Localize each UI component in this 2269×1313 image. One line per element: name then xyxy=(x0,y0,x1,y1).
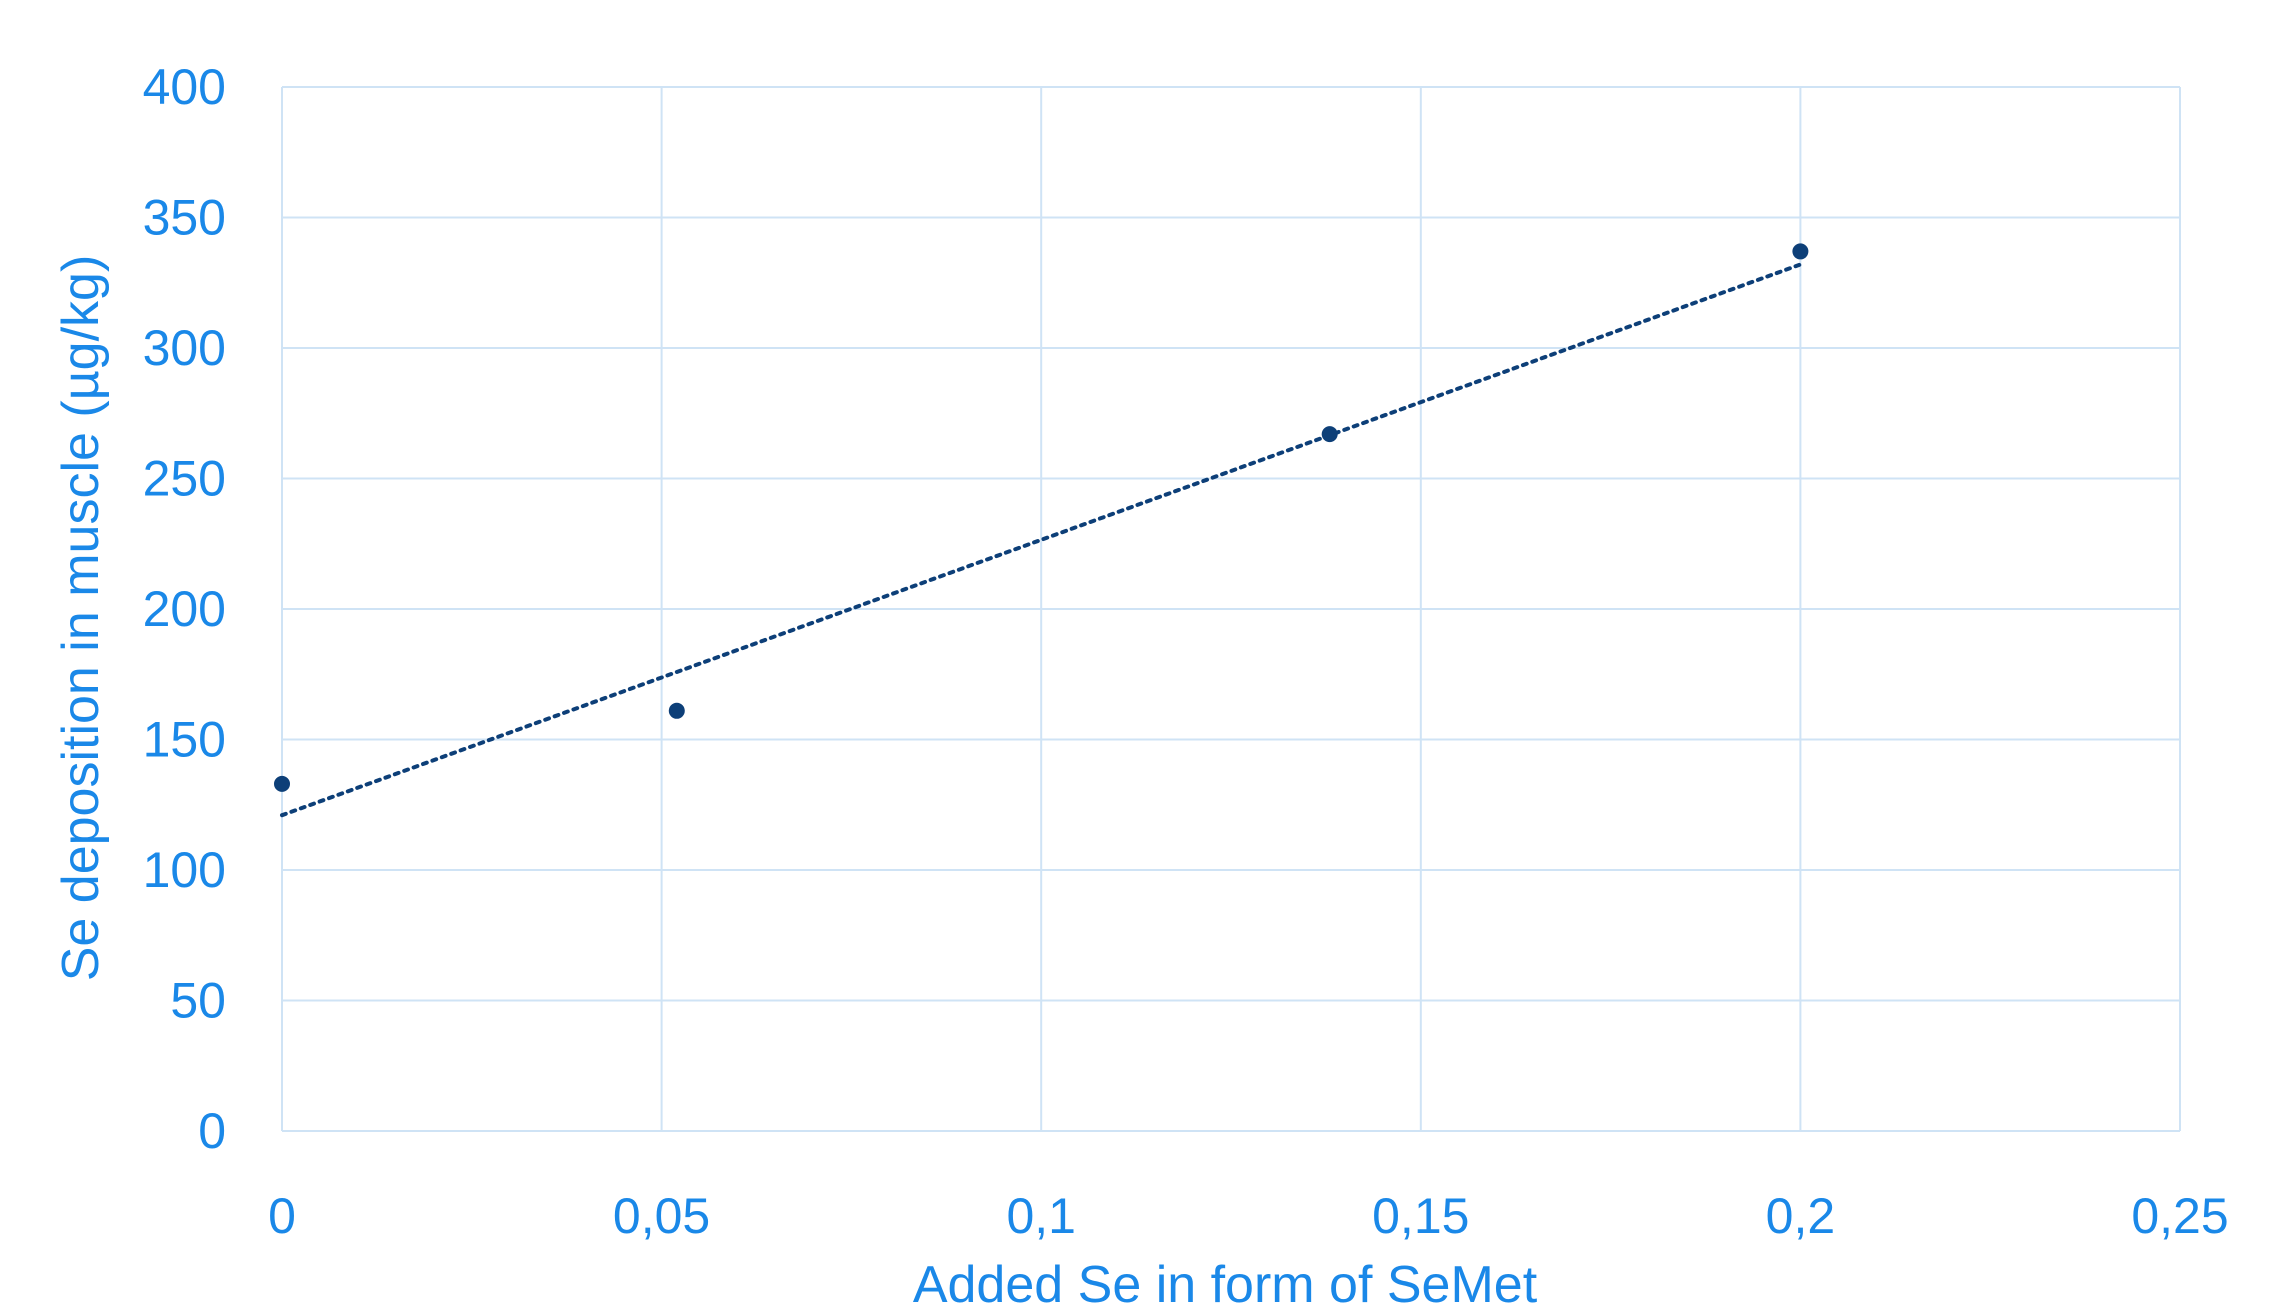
y-tick-label: 100 xyxy=(143,842,226,898)
y-tick-label: 300 xyxy=(143,320,226,376)
trendline xyxy=(280,262,1803,818)
y-tick-label: 350 xyxy=(143,190,226,246)
data-point xyxy=(1321,426,1338,443)
y-tick-label: 400 xyxy=(143,59,226,115)
x-tick-label: 0,1 xyxy=(1006,1188,1076,1244)
y-tick-label: 150 xyxy=(143,712,226,768)
x-tick-label: 0 xyxy=(268,1188,296,1244)
y-tick-label: 250 xyxy=(143,451,226,507)
x-tick-labels: 0 0,05 0,1 0,15 0,2 0,25 xyxy=(268,1188,2229,1244)
data-point xyxy=(274,775,290,792)
x-tick-label: 0,05 xyxy=(613,1188,710,1244)
x-tick-label: 0,25 xyxy=(2131,1188,2228,1244)
x-tick-label: 0,2 xyxy=(1766,1188,1836,1244)
data-point xyxy=(668,702,685,719)
y-axis-title: Se deposition in muscle (µg/kg) xyxy=(52,255,110,982)
data-points xyxy=(274,243,1809,792)
grid xyxy=(281,86,2181,1132)
x-axis-title: Added Se in form of SeMet xyxy=(913,1256,1538,1313)
y-tick-label: 50 xyxy=(170,973,226,1029)
y-tick-label: 200 xyxy=(143,581,226,637)
trendline-group xyxy=(280,262,1803,818)
x-tick-label: 0,15 xyxy=(1372,1188,1469,1244)
y-tick-labels: 0 50 100 150 200 250 300 350 400 xyxy=(143,59,226,1159)
data-point xyxy=(1792,243,1809,260)
y-tick-label: 0 xyxy=(198,1103,226,1159)
